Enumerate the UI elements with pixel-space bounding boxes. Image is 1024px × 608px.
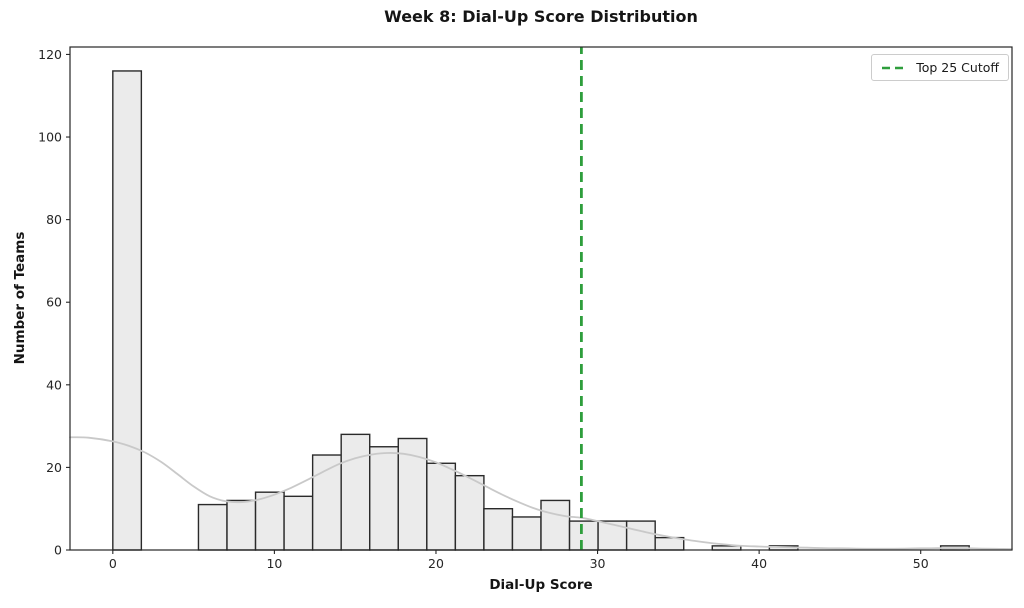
histogram-bar [254, 491, 285, 551]
histogram-bar [540, 499, 571, 551]
histogram-bar [711, 545, 742, 551]
kde-curve [69, 436, 1013, 550]
x-tick-label: 0 [109, 556, 117, 571]
x-tick-label: 50 [913, 556, 929, 571]
histogram-bar [197, 503, 228, 551]
y-tick-label: 20 [46, 460, 62, 475]
histogram-bar [369, 446, 399, 551]
histogram-bar [483, 508, 514, 551]
histogram-bar [568, 520, 599, 551]
y-tick-label: 100 [38, 130, 62, 145]
histogram-bar [511, 516, 542, 551]
legend-label: Top 25 Cutoff [916, 60, 999, 75]
y-tick-label: 60 [46, 295, 62, 310]
x-tick-label: 30 [590, 556, 606, 571]
histogram-bar [454, 474, 485, 551]
x-tick-label: 40 [751, 556, 767, 571]
histogram-bar [426, 462, 457, 551]
dashed-line-icon [882, 66, 908, 69]
y-tick-label: 80 [46, 212, 62, 227]
histogram-bar [597, 520, 628, 551]
x-tick-label: 10 [266, 556, 282, 571]
legend[interactable]: Top 25 Cutoff [871, 54, 1009, 81]
histogram-bar [226, 499, 257, 551]
histogram-bar [112, 70, 143, 551]
chart-title: Week 8: Dial-Up Score Distribution [384, 7, 698, 26]
y-tick-label: 40 [46, 377, 62, 392]
plot-border [69, 46, 1013, 551]
y-tick-label: 120 [38, 47, 62, 62]
x-axis-label: Dial-Up Score [489, 577, 593, 593]
histogram-bar [283, 495, 314, 551]
x-tick-label: 20 [428, 556, 444, 571]
y-tick-label: 0 [54, 543, 62, 558]
histogram-bar [340, 433, 371, 551]
histogram-bar [625, 520, 656, 551]
